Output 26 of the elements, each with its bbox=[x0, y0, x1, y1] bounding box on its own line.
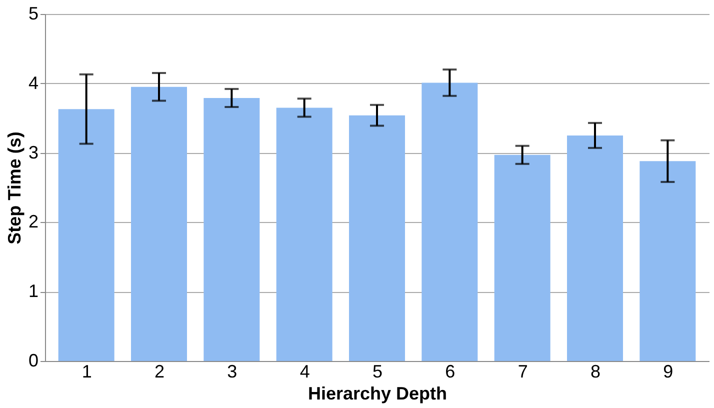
x-tick-label: 4 bbox=[300, 362, 310, 382]
bar bbox=[58, 109, 114, 361]
y-tick-label: 4 bbox=[28, 72, 38, 93]
y-tick-label: 0 bbox=[28, 350, 38, 370]
bar bbox=[640, 161, 696, 361]
y-tick-label: 2 bbox=[28, 212, 38, 232]
bar bbox=[422, 82, 478, 361]
y-tick-label: 5 bbox=[28, 4, 38, 24]
bar bbox=[494, 154, 550, 361]
x-tick-label: 8 bbox=[590, 362, 601, 382]
bar bbox=[204, 98, 260, 361]
x-tick-label: 9 bbox=[663, 362, 674, 382]
x-axis-title: Hierarchy Depth bbox=[308, 384, 448, 404]
x-tick-label: 3 bbox=[227, 362, 238, 382]
bar bbox=[131, 86, 187, 361]
x-tick-label: 1 bbox=[82, 362, 92, 382]
bar bbox=[276, 108, 332, 361]
x-tick-label: 5 bbox=[372, 362, 383, 382]
bar bbox=[567, 135, 623, 361]
y-tick-label: 1 bbox=[28, 281, 38, 302]
x-tick-label: 6 bbox=[445, 362, 456, 382]
x-tick-label: 7 bbox=[518, 362, 528, 382]
y-axis-title: Step Time (s) bbox=[4, 132, 24, 244]
y-tick-label: 3 bbox=[28, 142, 38, 162]
x-tick-label: 2 bbox=[154, 362, 165, 382]
bar bbox=[349, 115, 405, 361]
